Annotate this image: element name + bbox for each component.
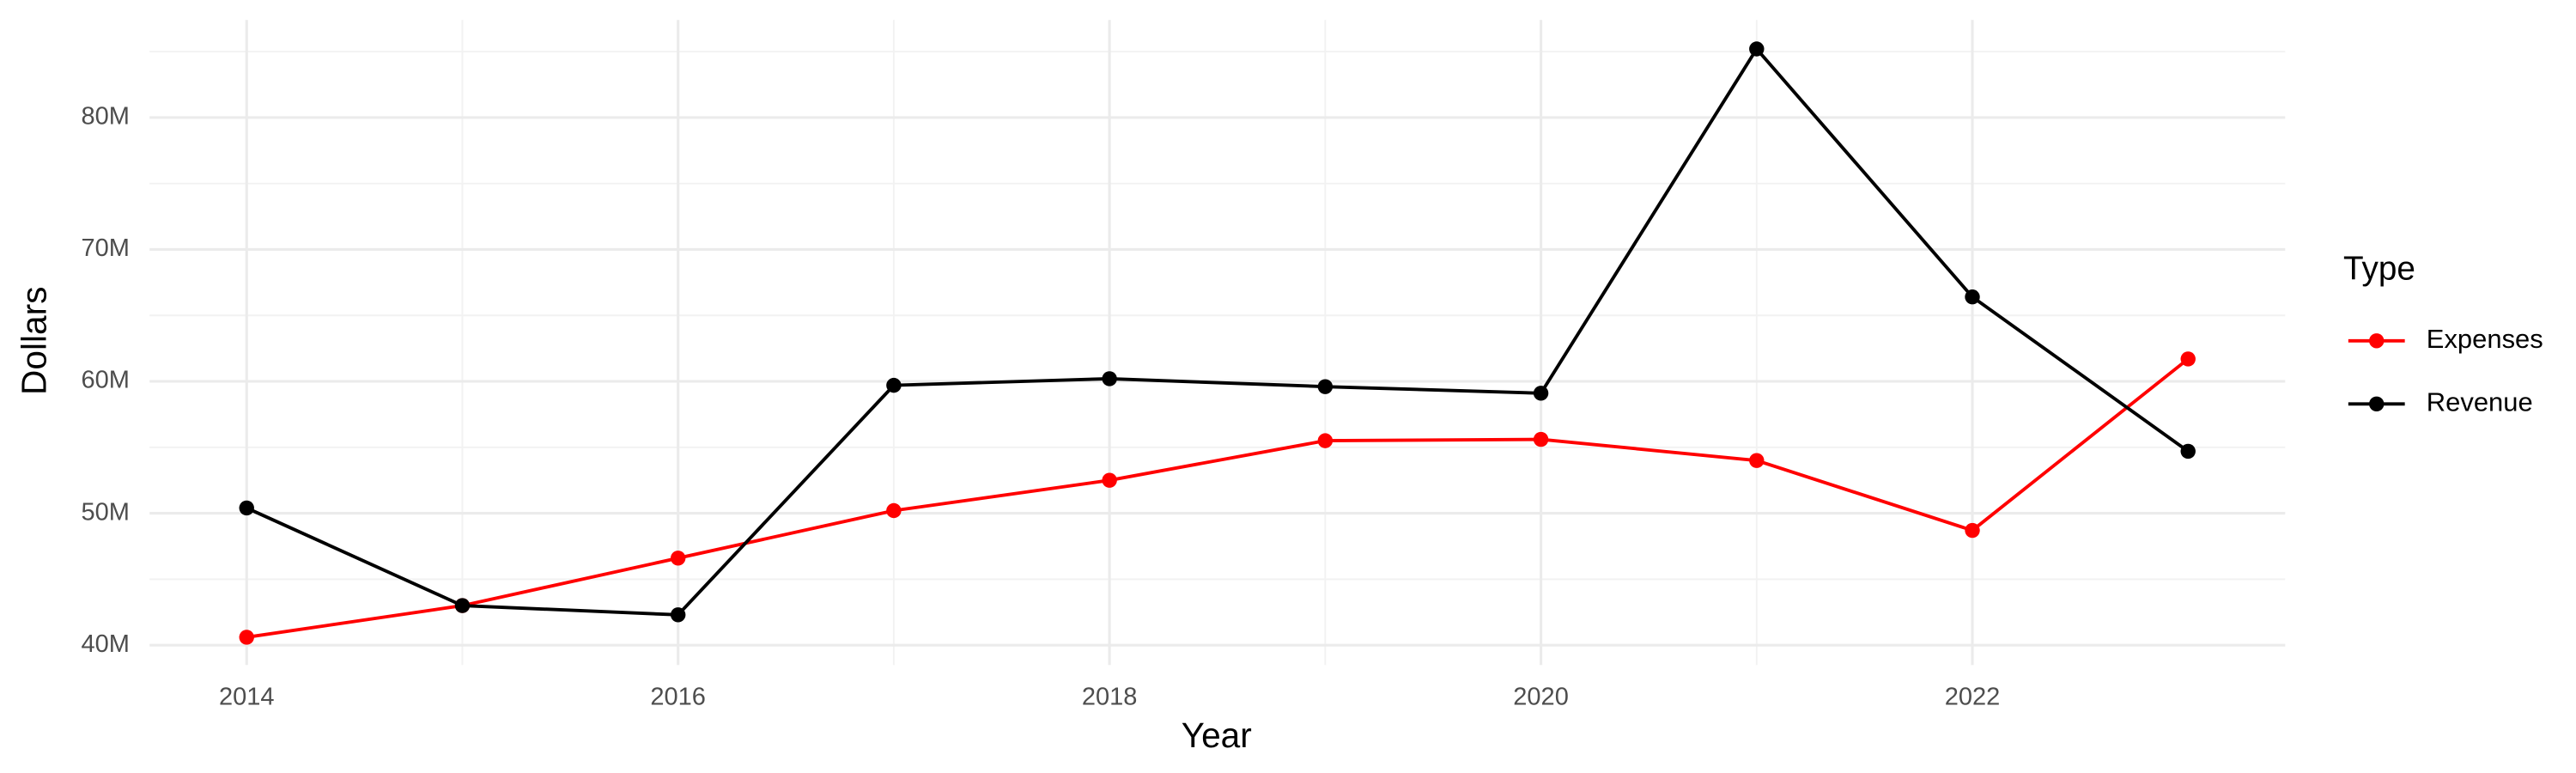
- y-tick-label: 40M: [82, 630, 130, 658]
- y-tick-label: 70M: [82, 234, 130, 262]
- data-point: [1533, 431, 1549, 447]
- data-point: [454, 598, 471, 613]
- data-point: [670, 551, 686, 566]
- data-point: [670, 607, 686, 623]
- legend-key-point: [2369, 333, 2385, 349]
- data-point: [886, 502, 902, 519]
- data-point: [239, 630, 254, 645]
- data-point: [1102, 371, 1117, 386]
- series-line: [246, 357, 2190, 639]
- data-point: [886, 377, 902, 393]
- legend-title: Type: [2343, 251, 2415, 288]
- legend-label: Expenses: [2427, 324, 2543, 354]
- data-point: [1317, 379, 1334, 394]
- data-point: [1102, 472, 1117, 488]
- x-tick-label: 2022: [1945, 684, 2001, 711]
- x-tick-label: 2018: [1082, 684, 1138, 711]
- data-point: [1965, 522, 1980, 539]
- series-line: [246, 46, 2190, 617]
- data-point: [1749, 453, 1765, 468]
- data-point: [1749, 41, 1765, 57]
- data-point: [239, 500, 254, 516]
- data-point: [1317, 433, 1334, 448]
- x-tick-label: 2014: [219, 684, 275, 711]
- y-axis-title: Dollars: [14, 287, 53, 395]
- data-point: [2180, 443, 2196, 460]
- x-tick-label: 2020: [1513, 684, 1569, 711]
- legend-key-point: [2369, 396, 2385, 412]
- data-point: [1965, 289, 1980, 305]
- x-tick-label: 2016: [650, 684, 706, 711]
- data-point: [2180, 351, 2196, 367]
- data-point: [1533, 386, 1549, 401]
- y-tick-label: 80M: [82, 103, 130, 131]
- y-tick-label: 60M: [82, 367, 130, 394]
- y-tick-label: 50M: [82, 498, 130, 526]
- legend-label: Revenue: [2427, 386, 2533, 417]
- x-axis-title: Year: [1182, 715, 1252, 755]
